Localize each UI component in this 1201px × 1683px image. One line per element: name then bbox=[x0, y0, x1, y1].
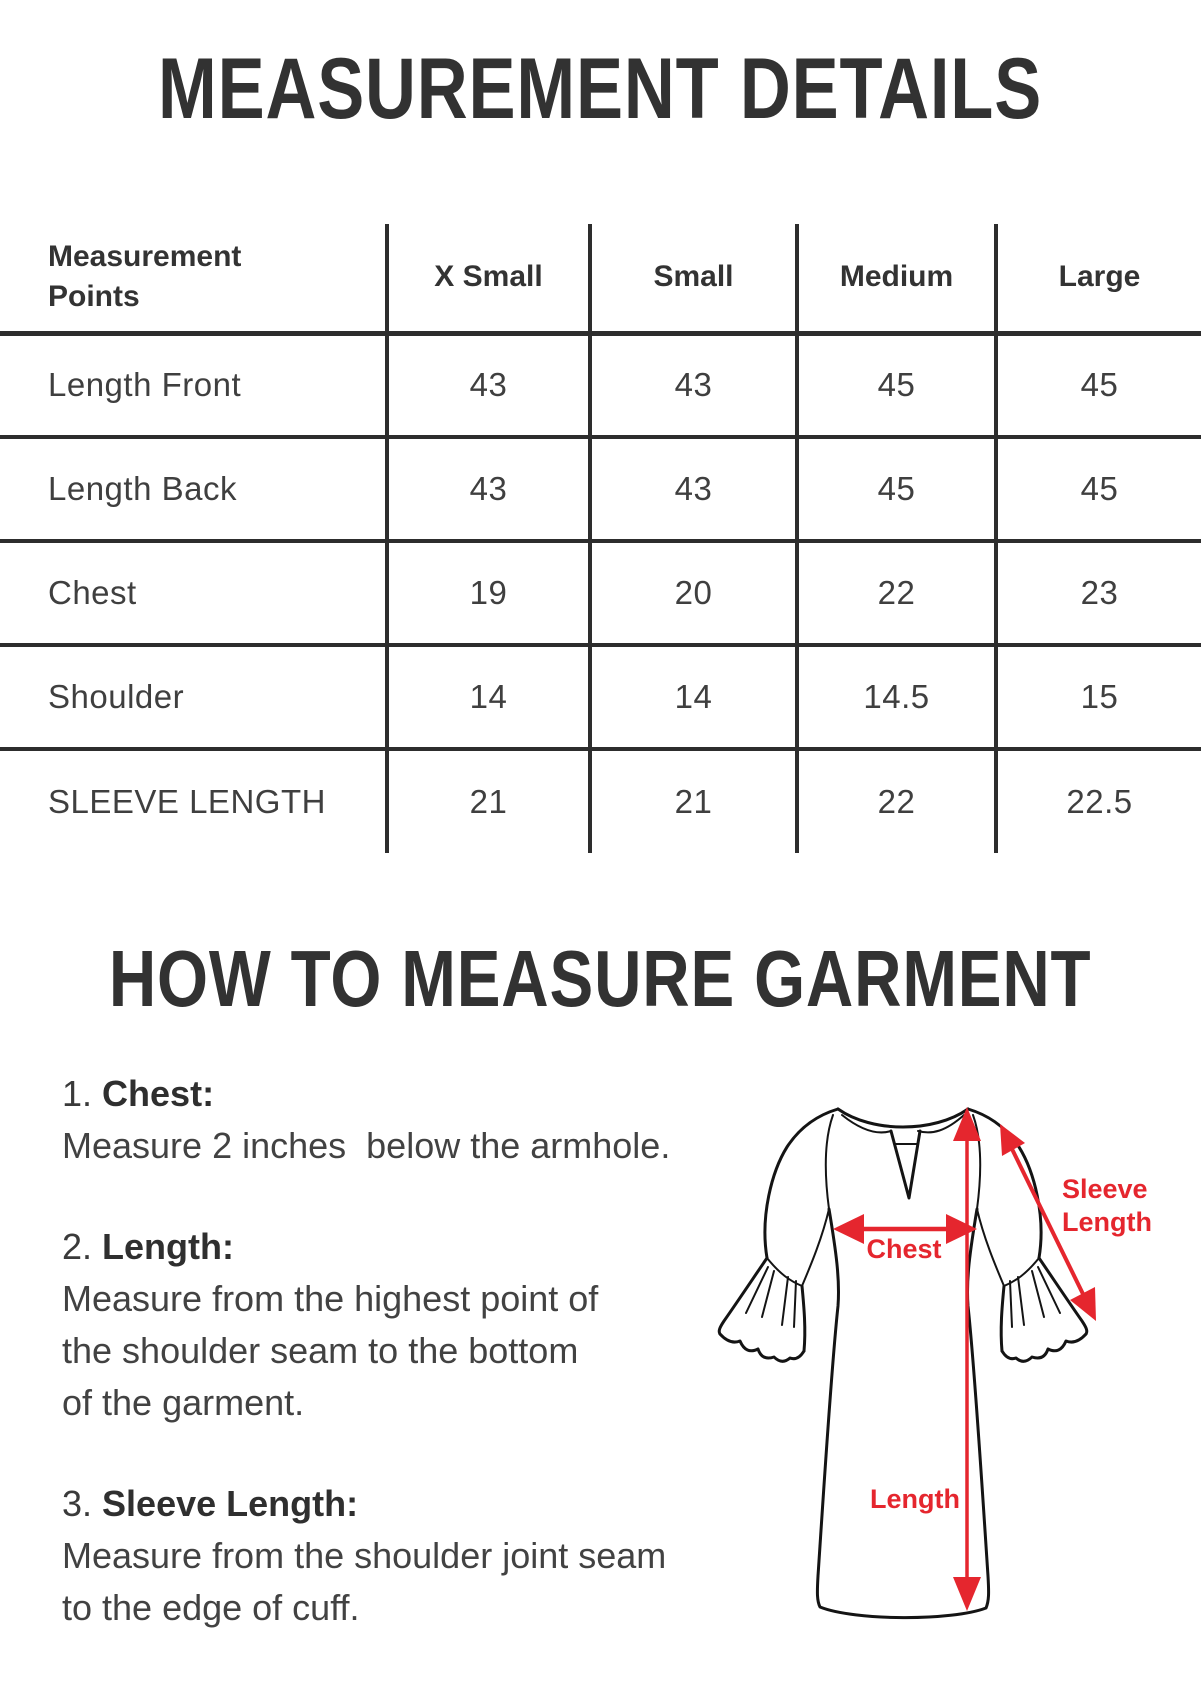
neckline-inner-right bbox=[917, 1114, 965, 1134]
chest-arrow-head-right bbox=[946, 1214, 977, 1244]
table-row: Chest 19 20 22 23 bbox=[0, 541, 1201, 647]
instruction-chest: 1. Chest: Measure 2 inches below the arm… bbox=[62, 1068, 702, 1172]
instruction-text: to the edge of cuff. bbox=[62, 1586, 360, 1628]
header-small: Small bbox=[588, 224, 797, 336]
neckline-inner-left bbox=[841, 1114, 892, 1134]
chest-arrow bbox=[833, 1214, 977, 1244]
right-cuff-seam bbox=[1003, 1257, 1040, 1287]
sleeve-arrow-head-top bbox=[1000, 1124, 1025, 1156]
size-value: 43 bbox=[588, 437, 797, 543]
sleeve-arrow-head-bottom bbox=[1070, 1287, 1096, 1321]
sleeve-length-label-line1: Sleeve bbox=[1062, 1174, 1148, 1204]
neckline-outer bbox=[836, 1107, 970, 1129]
size-value: 21 bbox=[385, 749, 590, 853]
size-value: 14 bbox=[588, 645, 797, 751]
row-label: Shoulder bbox=[0, 645, 387, 751]
right-bell-outer bbox=[1037, 1256, 1089, 1336]
sleeve-length-label-line2: Length bbox=[1062, 1207, 1152, 1237]
right-bell-hem bbox=[1000, 1332, 1088, 1363]
dress-outline bbox=[717, 1107, 1089, 1620]
instruction-text: Measure from the highest point of bbox=[62, 1278, 599, 1320]
garment-illustration: Chest Sleeve Length Length bbox=[717, 1107, 1152, 1620]
how-to-measure-title: HOW TO MEASURE GARMENT bbox=[0, 939, 1201, 1019]
instruction-label: Chest: bbox=[102, 1073, 215, 1114]
dress-body bbox=[815, 1207, 991, 1620]
size-value: 20 bbox=[588, 541, 797, 647]
instruction-number: 2. bbox=[62, 1226, 93, 1268]
table-row: SLEEVE LENGTH 21 21 22 22.5 bbox=[0, 749, 1201, 853]
table-row: Length Back 43 43 45 45 bbox=[0, 437, 1201, 543]
left-bell-hem bbox=[718, 1332, 806, 1363]
row-label: SLEEVE LENGTH bbox=[48, 783, 326, 820]
instruction-length: 2. Length: Measure from the highest poin… bbox=[62, 1221, 702, 1429]
header-medium: Medium bbox=[795, 224, 996, 336]
left-sleeve-inner bbox=[801, 1208, 830, 1287]
length-arrow-head-top bbox=[953, 1107, 981, 1141]
size-value: 23 bbox=[994, 541, 1201, 647]
how-to-measure-title-text: HOW TO MEASURE GARMENT bbox=[109, 934, 1092, 1023]
table-row: Shoulder 14 14 14.5 15 bbox=[0, 645, 1201, 751]
sleeve-length-arrow bbox=[1000, 1124, 1096, 1321]
garment-diagram: Chest Sleeve Length Length bbox=[690, 1081, 1201, 1647]
right-armhole-seam bbox=[972, 1114, 982, 1210]
size-value: 19 bbox=[385, 541, 590, 647]
page-title-text: MEASUREMENT DETAILS bbox=[158, 41, 1043, 137]
chest-arrow-head-left bbox=[833, 1214, 864, 1244]
size-value: 45 bbox=[994, 333, 1201, 439]
size-value: 43 bbox=[385, 437, 590, 543]
size-value: 45 bbox=[994, 437, 1201, 543]
instruction-text: Measure 2 inches below the armhole. bbox=[62, 1125, 671, 1167]
instruction-text: of the garment. bbox=[62, 1381, 305, 1423]
chest-label: Chest bbox=[866, 1234, 941, 1264]
header-large: Large bbox=[994, 224, 1201, 336]
right-cuff-gathers bbox=[1009, 1266, 1061, 1328]
header-measurement-points: Measurement Points bbox=[0, 224, 387, 336]
left-bell-inner bbox=[800, 1284, 807, 1353]
length-arrow-head-bottom bbox=[953, 1577, 981, 1611]
right-sleeve-inner bbox=[976, 1208, 1005, 1287]
size-value: 45 bbox=[795, 333, 996, 439]
left-bell-outer bbox=[717, 1256, 769, 1336]
length-label: Length bbox=[870, 1484, 960, 1514]
size-value: 15 bbox=[994, 645, 1201, 751]
size-value: 14 bbox=[385, 645, 590, 751]
instruction-sleeve-length: 3. Sleeve Length: Measure from the shoul… bbox=[62, 1478, 702, 1634]
left-armhole-seam bbox=[824, 1114, 834, 1210]
instruction-text: the shoulder seam to the bottom bbox=[62, 1330, 579, 1372]
instruction-label: Length: bbox=[102, 1226, 235, 1268]
left-sleeve-outer bbox=[763, 1107, 840, 1260]
size-value: 21 bbox=[588, 749, 797, 853]
size-value: 45 bbox=[795, 437, 996, 543]
size-value: 43 bbox=[385, 333, 590, 439]
instruction-number: 1. bbox=[62, 1073, 93, 1114]
instruction-label: Sleeve Length: bbox=[102, 1482, 359, 1524]
length-arrow bbox=[953, 1107, 981, 1611]
left-cuff-gathers bbox=[745, 1266, 797, 1328]
size-value: 14.5 bbox=[795, 645, 996, 751]
row-label: Length Back bbox=[0, 437, 387, 543]
page-title: MEASUREMENT DETAILS bbox=[0, 46, 1201, 132]
left-cuff-seam bbox=[766, 1257, 803, 1287]
size-value: 22.5 bbox=[994, 749, 1201, 853]
size-value: 43 bbox=[588, 333, 797, 439]
row-label: Chest bbox=[0, 541, 387, 647]
instruction-text: Measure from the shoulder joint seam bbox=[62, 1534, 667, 1576]
neck-notch bbox=[889, 1129, 922, 1200]
right-bell-inner bbox=[999, 1284, 1006, 1353]
instruction-number: 3. bbox=[62, 1482, 93, 1524]
size-value: 22 bbox=[795, 541, 996, 647]
right-sleeve-outer bbox=[966, 1107, 1043, 1260]
row-label: Length Front bbox=[0, 333, 387, 439]
table-header-row: Measurement Points X Small Small Medium … bbox=[0, 224, 1201, 336]
size-value: 22 bbox=[795, 749, 996, 853]
header-x-small: X Small bbox=[385, 224, 590, 336]
table-row: Length Front 43 43 45 45 bbox=[0, 333, 1201, 439]
instructions-list: 1. Chest: Measure 2 inches below the arm… bbox=[62, 1068, 702, 1683]
size-chart-table: Measurement Points X Small Small Medium … bbox=[0, 224, 1201, 853]
